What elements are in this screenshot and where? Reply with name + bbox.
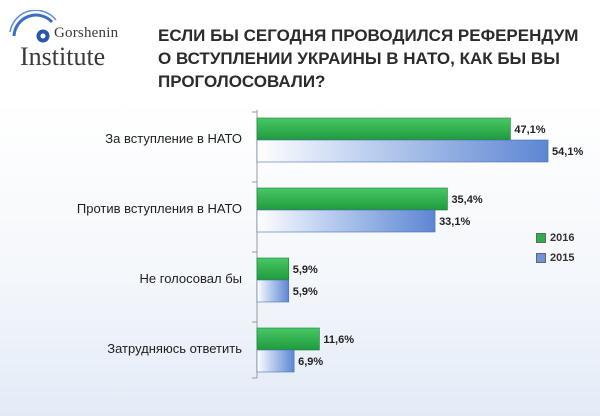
category-label: Не голосовал бы — [140, 271, 242, 286]
legend-label-2016: 2016 — [550, 232, 575, 244]
category-label: Против вступления в НАТО — [77, 201, 242, 216]
data-label-2016: 35,4% — [451, 194, 482, 206]
logo-brand: Gorshenin — [54, 25, 119, 41]
bar-2016 — [256, 257, 290, 281]
legend-item-2016: 2016 — [536, 228, 596, 248]
logo-subtitle: Institute — [20, 42, 106, 71]
data-label-2015: 33,1% — [439, 216, 470, 228]
legend-swatch-2016 — [536, 233, 546, 243]
legend-label-2015: 2015 — [550, 252, 575, 264]
bar-2016 — [256, 327, 320, 351]
eye-icon — [9, 10, 57, 43]
data-label-2015: 5,9% — [293, 286, 318, 298]
bar-2015 — [256, 139, 549, 163]
data-label-2015: 54,1% — [552, 146, 583, 158]
legend-item-2015: 2015 — [536, 248, 596, 268]
category-label: За вступление в НАТО — [105, 131, 242, 146]
bar-2015 — [256, 279, 290, 303]
bar-2015 — [256, 209, 436, 233]
category-label: Затрудняюсь ответить — [107, 341, 242, 356]
bar-2016 — [256, 187, 448, 211]
legend-swatch-2015 — [536, 253, 546, 263]
data-label-2016: 5,9% — [293, 264, 318, 276]
logo: Gorshenin Institute — [6, 10, 136, 71]
data-label-2016: 11,6% — [323, 334, 354, 346]
bar-2015 — [256, 349, 295, 373]
chart-title: ЕСЛИ БЫ СЕГОДНЯ ПРОВОДИЛСЯ РЕФЕРЕНДУМ О … — [158, 26, 579, 91]
data-label-2016: 47,1% — [514, 124, 545, 136]
legend: 2016 2015 — [536, 228, 596, 268]
data-label-2015: 6,9% — [298, 356, 323, 368]
bar-2016 — [256, 117, 511, 141]
